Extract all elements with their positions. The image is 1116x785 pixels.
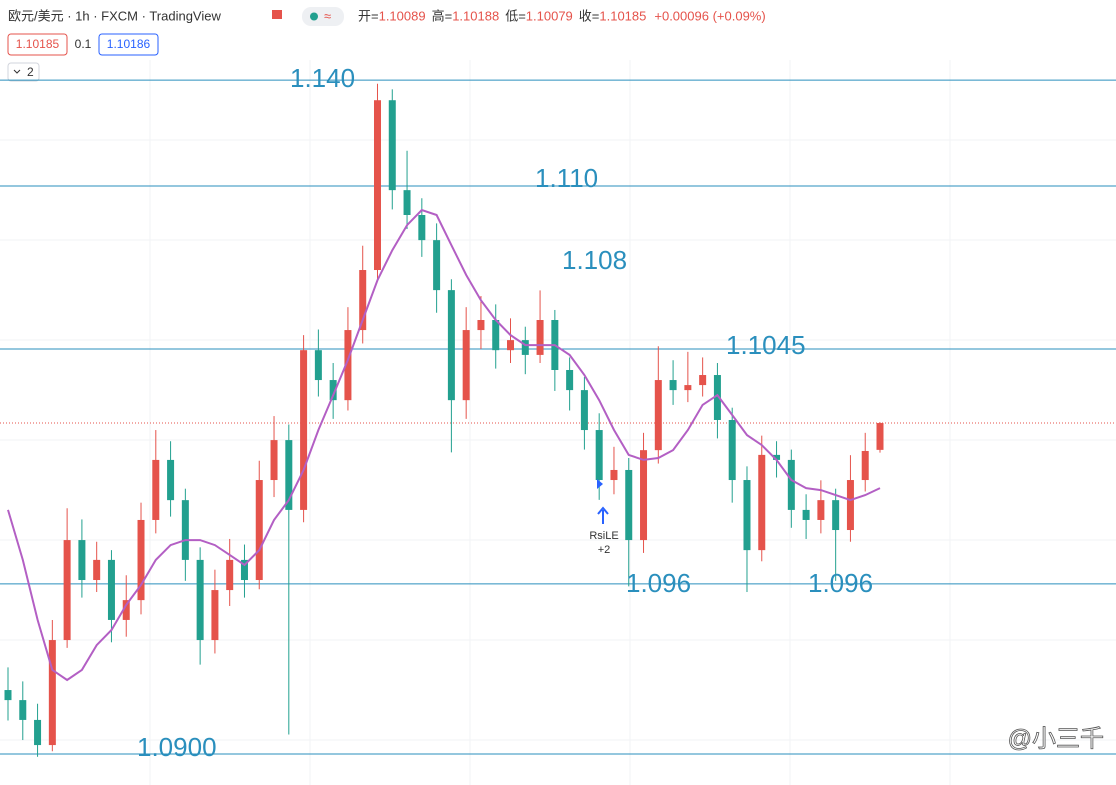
status-dot [310, 12, 318, 21]
candle-body [93, 559, 101, 581]
ask: 1.10186 [107, 37, 151, 51]
candle-body [19, 700, 27, 720]
moving-average [7, 208, 881, 682]
candle-body [433, 240, 441, 291]
signal-arrow [597, 506, 609, 524]
ohlc-value: 1.10079 [526, 8, 573, 23]
candle-body [640, 450, 648, 541]
candle-body [817, 500, 825, 520]
spread: 0.1 [75, 37, 92, 51]
candle-body [344, 330, 352, 401]
signal-sub: +2 [598, 544, 611, 556]
plot: 1.140 1.110 1.108 1.1045 1.096 1.096 1.0900 Rsi… [0, 63, 1116, 762]
candle-body [802, 509, 810, 520]
candle-body [196, 559, 204, 641]
ohlc: 开= 1.10089 高= 1.10188 低= 1.10079 收= 1.10185 [358, 8, 646, 23]
candle-body [758, 454, 766, 551]
candle-body [300, 350, 308, 510]
ohlc-key: 高= [432, 8, 453, 23]
candle-body [625, 469, 633, 541]
candle-body [447, 290, 455, 401]
ohlc-key: 收= [579, 8, 600, 23]
level-label: 1.110 [535, 163, 598, 193]
candle-body [78, 540, 86, 581]
candle-body [4, 690, 12, 701]
chevron [13, 69, 21, 74]
candle-body [314, 350, 322, 381]
candle-body [122, 600, 130, 620]
ohlc-value: 1.10188 [452, 8, 499, 23]
candle-body [137, 519, 145, 601]
watermark: @小三千 [1008, 725, 1104, 752]
candle-body [329, 380, 337, 401]
grid [0, 60, 1116, 785]
ohlc-key: 低= [505, 8, 526, 23]
candle-body [388, 100, 396, 191]
candle-body [211, 590, 219, 641]
candle-body [418, 214, 426, 241]
candle-body [359, 270, 367, 331]
bid: 1.10185 [16, 37, 60, 51]
candle-body [492, 320, 500, 351]
ohlc-value: 1.10089 [379, 8, 426, 23]
level-label: 1.1045 [726, 330, 806, 360]
candle-body [846, 480, 854, 531]
collapse-count: 2 [27, 65, 34, 79]
level-label: 1.108 [562, 245, 627, 275]
candle-body [477, 320, 485, 331]
status-pill[interactable] [302, 7, 344, 26]
candle-body [610, 469, 618, 481]
collapse-button[interactable] [7, 62, 40, 82]
candle-body [787, 459, 795, 510]
candle-body [167, 459, 175, 501]
signal-flag [597, 479, 603, 489]
candle-body [270, 440, 278, 481]
candle-body [507, 340, 515, 351]
candle-body [876, 423, 884, 450]
candle-body [595, 430, 603, 481]
candle-body [699, 375, 707, 386]
symbol: 欧元/美元 · 1h · FXCM · TradingView [8, 8, 221, 23]
candle-body [521, 340, 529, 355]
candle-body [743, 480, 751, 551]
level-label: 1.096 [808, 568, 873, 598]
candle-body [713, 375, 721, 420]
candle-body [536, 320, 544, 355]
candle-body [462, 330, 470, 401]
ohlc-key: 开= [358, 8, 379, 23]
flag-icon[interactable] [272, 10, 282, 19]
candle-body [255, 480, 263, 581]
change: +0.00096 (+0.09%) [654, 8, 765, 23]
signal-label: RsiLE [589, 530, 618, 542]
candle-body [669, 380, 677, 391]
level-label: 1.0900 [137, 732, 217, 762]
candle-body [684, 385, 692, 391]
candle-body [107, 559, 115, 620]
candle-body [34, 719, 42, 746]
status-icon: ≈ [324, 8, 331, 23]
candle-body [285, 440, 293, 510]
candle-body [181, 500, 189, 560]
level-label: 1.140 [290, 63, 355, 93]
bid-box[interactable] [7, 33, 68, 56]
candle-body [373, 100, 381, 271]
ask-box[interactable] [98, 33, 159, 56]
candle-body [226, 559, 234, 591]
candle-body [773, 454, 781, 460]
candle-body [152, 459, 160, 520]
candle-body [728, 419, 736, 481]
ohlc-value: 1.10185 [599, 8, 646, 23]
candle-body [240, 559, 248, 581]
candle-body [654, 380, 662, 451]
candle-body [63, 540, 71, 641]
candle-body [580, 390, 588, 431]
candle-body [861, 450, 869, 481]
candle-body [48, 640, 56, 746]
candle-body [403, 190, 411, 215]
level-label: 1.096 [626, 568, 691, 598]
candle-body [832, 500, 840, 531]
candle-body [566, 369, 574, 391]
